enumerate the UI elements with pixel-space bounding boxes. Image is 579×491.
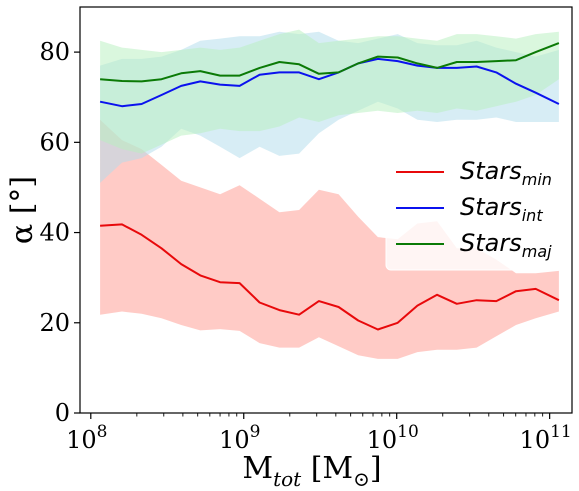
- x-tick-label: 1010: [367, 422, 419, 454]
- legend-label-min: Starsmin: [460, 157, 552, 189]
- legend: Starsmin Starsint Starsmaj: [385, 149, 565, 271]
- series-lines: [99, 42, 560, 331]
- series-line-maj: [100, 42, 560, 83]
- series-line-int: [99, 57, 560, 108]
- x-tick-label: 1011: [520, 422, 572, 454]
- y-tick-label: 0: [55, 399, 70, 427]
- plot-frame: [79, 6, 573, 414]
- x-tick-label: 108: [66, 422, 107, 454]
- x-axis-ticks: 108 109 1010 1011: [66, 413, 572, 454]
- legend-box: [385, 149, 565, 271]
- y-axis-ticks: 0 20 40 60 80: [39, 38, 80, 427]
- x-axis-label: Mtot [M⊙]: [242, 451, 381, 491]
- y-tick-label: 60: [39, 128, 70, 156]
- y-tick-label: 20: [39, 309, 70, 337]
- y-tick-label: 40: [39, 219, 70, 247]
- y-axis-label: α [°]: [5, 176, 40, 244]
- series-line-min: [100, 223, 560, 331]
- x-tick-label: 109: [219, 422, 260, 454]
- y-tick-label: 80: [39, 38, 70, 66]
- legend-label-maj: Starsmaj: [460, 229, 552, 261]
- legend-label-int: Starsint: [460, 193, 543, 225]
- band-maj: [100, 29, 559, 154]
